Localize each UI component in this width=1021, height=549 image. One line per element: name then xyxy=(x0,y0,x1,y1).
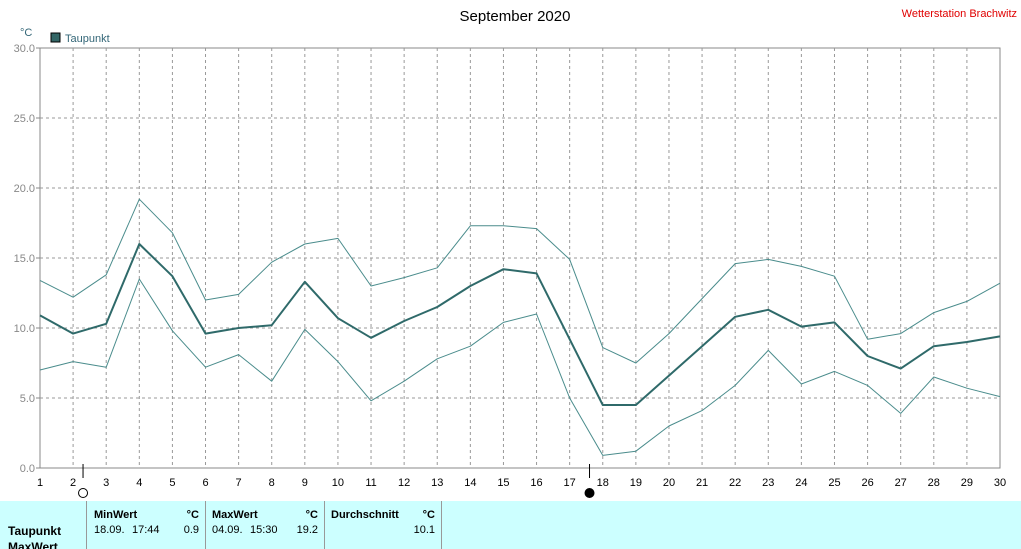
x-tick-label: 22 xyxy=(729,477,741,489)
x-tick-label: 29 xyxy=(961,477,973,489)
x-tick-label: 7 xyxy=(236,477,242,489)
stats-max-column: MaxWert °C 04.09. 15:30 19.2 xyxy=(206,501,325,549)
avg-unit: °C xyxy=(422,509,435,521)
x-tick-label: 27 xyxy=(895,477,907,489)
y-tick-label: 15.0 xyxy=(14,253,35,265)
x-tick-label: 12 xyxy=(398,477,410,489)
y-tick-label: 5.0 xyxy=(20,393,35,405)
chart-canvas: September 2020 Wetterstation Brachwitz °… xyxy=(14,8,1017,498)
stats-avg-column: Durchschnitt °C 10.1 xyxy=(325,501,442,549)
max-unit: °C xyxy=(305,509,318,521)
max-value: 19.2 xyxy=(296,524,318,536)
max-time: 15:30 xyxy=(250,524,278,536)
legend-swatch xyxy=(50,32,61,43)
markers xyxy=(78,464,595,498)
x-tick-label: 4 xyxy=(136,477,142,489)
series-line-mean xyxy=(39,243,1001,406)
x-tick-label: 25 xyxy=(828,477,840,489)
y-tick-label: 10.0 xyxy=(14,323,35,335)
min-value: 0.9 xyxy=(183,524,199,536)
min-date: 18.09. xyxy=(94,524,125,536)
x-tick-label: 18 xyxy=(597,477,609,489)
x-tick-label: 14 xyxy=(464,477,476,489)
x-tick-label: 24 xyxy=(795,477,807,489)
x-tick-label: 13 xyxy=(431,477,443,489)
x-tick-label: 2 xyxy=(70,477,76,489)
min-time: 17:44 xyxy=(132,524,160,536)
x-tick-label: 11 xyxy=(365,477,376,489)
x-tick-label: 6 xyxy=(202,477,208,489)
stats-min-column: MinWert °C 18.09. 17:44 0.9 xyxy=(87,501,206,549)
x-tick-label: 3 xyxy=(103,477,109,489)
x-tick-label: 28 xyxy=(928,477,940,489)
series-line-max xyxy=(39,198,1001,364)
grid xyxy=(39,47,1001,469)
x-tick-label: 5 xyxy=(169,477,175,489)
chart-title: September 2020 xyxy=(460,8,571,25)
x-tick-label: 21 xyxy=(696,477,708,489)
min-unit: °C xyxy=(186,509,199,521)
y-tick-label: 25.0 xyxy=(14,113,35,125)
x-tick-label: 8 xyxy=(269,477,275,489)
max-header: MaxWert xyxy=(212,509,258,521)
stats-row-label: Taupunkt xyxy=(8,524,62,538)
station-name: Wetterstation Brachwitz xyxy=(902,8,1017,20)
x-tick-label: 30 xyxy=(994,477,1006,489)
x-tick-label: 19 xyxy=(630,477,642,489)
avg-value: 10.1 xyxy=(413,524,435,536)
legend-label: Taupunkt xyxy=(65,33,110,45)
min-header: MinWert xyxy=(94,509,138,521)
max-date: 04.09. xyxy=(212,524,243,536)
open-circle-marker xyxy=(78,488,89,498)
x-tick-label: 26 xyxy=(861,477,873,489)
x-tick-label: 1 xyxy=(37,477,43,489)
y-tick-label: 0.0 xyxy=(20,463,35,475)
stats-row2-label: MaxWert xyxy=(8,540,58,549)
x-tick-label: 9 xyxy=(302,477,308,489)
y-tick-label: 20.0 xyxy=(14,183,35,195)
y-axis-unit: °C xyxy=(20,27,32,39)
y-tick-label: 30.0 xyxy=(14,43,35,55)
series-line-min xyxy=(39,278,1001,456)
x-tick-label: 15 xyxy=(497,477,509,489)
x-tick-label: 16 xyxy=(530,477,542,489)
x-tick-label: 10 xyxy=(332,477,344,489)
x-tick-label: 17 xyxy=(564,477,576,489)
statistics-panel: Taupunkt MaxWert MinWert °C 18.09. 17:44… xyxy=(0,501,1021,549)
x-tick-label: 23 xyxy=(762,477,774,489)
filled-circle-marker xyxy=(584,488,595,498)
avg-header: Durchschnitt xyxy=(331,509,399,521)
x-tick-label: 20 xyxy=(663,477,675,489)
axis-ticks: 0.05.010.015.020.025.030.01 2 3 4 5 6 7 8 9 10 11 1… xyxy=(14,43,1007,489)
stats-label-column: Taupunkt MaxWert xyxy=(0,501,87,549)
series-lines xyxy=(39,198,1001,456)
